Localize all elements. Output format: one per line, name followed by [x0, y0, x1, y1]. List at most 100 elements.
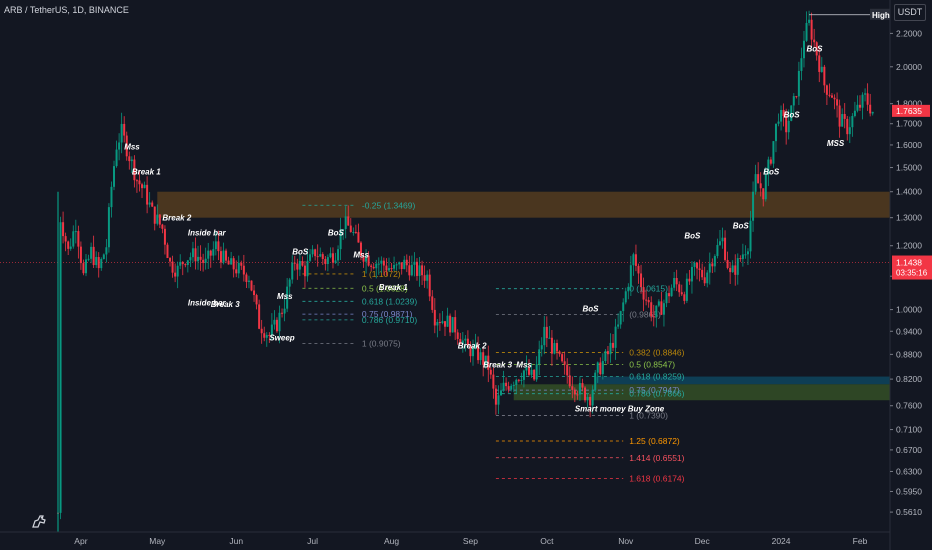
candle — [604, 349, 607, 364]
candle — [652, 304, 655, 327]
candle — [449, 313, 452, 337]
candle — [767, 156, 770, 187]
buy-zone-green — [513, 384, 890, 401]
candle-body — [347, 216, 350, 226]
candle-body — [97, 257, 100, 269]
candle-body — [576, 394, 579, 396]
candle-body — [568, 375, 571, 387]
candle — [800, 47, 803, 81]
candle — [614, 318, 617, 360]
candle-body — [566, 364, 569, 376]
candle-body — [673, 277, 676, 288]
candle-body — [543, 326, 546, 346]
fib-left-level-label: -0.25 (1.3469) — [362, 200, 416, 210]
candle — [370, 263, 373, 271]
candle — [240, 260, 243, 270]
candle-body — [410, 264, 413, 276]
candle-body — [619, 311, 622, 325]
candle-body — [617, 324, 620, 327]
candle-body — [632, 254, 635, 266]
candle-body — [764, 174, 767, 200]
candle-body — [515, 379, 518, 385]
candle — [158, 214, 161, 229]
candle-body — [245, 274, 248, 282]
candle-body — [113, 166, 116, 187]
candle — [347, 205, 350, 226]
candle-body — [510, 385, 513, 390]
candle — [306, 249, 309, 282]
candle-body — [235, 269, 238, 274]
candle-body — [647, 300, 650, 303]
candle-body — [158, 214, 161, 225]
candle-body — [191, 248, 194, 258]
candle-body — [349, 225, 352, 232]
candle — [446, 307, 449, 327]
candle — [487, 345, 490, 383]
symbol-header: ARB / TetherUS, 1D, BINANCE — [4, 5, 129, 15]
candle-body — [352, 231, 355, 233]
candle-body — [500, 390, 503, 396]
candle-body — [377, 263, 380, 265]
candle-body — [746, 251, 749, 255]
candle-body — [851, 115, 854, 128]
candle — [174, 263, 177, 283]
candle — [189, 252, 192, 267]
candle — [848, 116, 851, 144]
candle — [311, 245, 314, 258]
candle-body — [449, 315, 452, 333]
candle — [864, 88, 867, 102]
price-tick-label: 0.5610 — [896, 507, 922, 517]
candle-body — [225, 250, 228, 261]
candle-body — [219, 251, 222, 263]
candle-body — [604, 351, 607, 362]
candle — [245, 272, 248, 288]
candle-body — [512, 384, 515, 386]
price-tick-label: 1.0000 — [896, 305, 922, 315]
candle — [151, 200, 154, 208]
candle — [316, 244, 319, 267]
candle — [609, 333, 612, 363]
candle-body — [380, 260, 383, 264]
price-tick-label: 2.0000 — [896, 62, 922, 72]
candle — [62, 211, 65, 244]
candle-body — [466, 338, 469, 346]
candle — [148, 192, 151, 208]
candle — [711, 258, 714, 274]
candle — [668, 285, 671, 303]
candle-body — [522, 370, 525, 380]
candle — [428, 269, 431, 302]
candle-body — [637, 265, 640, 274]
candle — [703, 266, 706, 287]
candle — [726, 251, 729, 270]
candle-body — [484, 355, 487, 365]
currency-selector[interactable]: USDT — [894, 4, 926, 21]
candle — [423, 265, 426, 288]
candle-body — [810, 19, 813, 40]
time-axis-label: 2024 — [772, 536, 791, 546]
candle-body — [612, 342, 615, 348]
candle-body — [675, 277, 678, 285]
price-tick-label: 1.5000 — [896, 163, 922, 173]
candle-body — [278, 312, 281, 332]
candle — [642, 277, 645, 312]
candle — [263, 326, 266, 342]
candle — [260, 319, 263, 344]
candle — [808, 10, 811, 26]
candle-body — [69, 246, 72, 249]
candle-body — [836, 99, 839, 106]
candle — [823, 64, 826, 93]
candle-body — [222, 250, 225, 263]
candle — [764, 167, 767, 202]
candle — [871, 111, 874, 116]
candle — [647, 296, 650, 308]
candle — [303, 261, 306, 288]
candle-body — [772, 141, 775, 164]
candle-body — [553, 343, 556, 354]
candle-body — [645, 299, 648, 301]
candle-body — [421, 265, 424, 276]
candle-body — [688, 278, 691, 282]
candle — [683, 291, 686, 305]
candle — [477, 336, 480, 364]
candle-body — [214, 241, 217, 250]
